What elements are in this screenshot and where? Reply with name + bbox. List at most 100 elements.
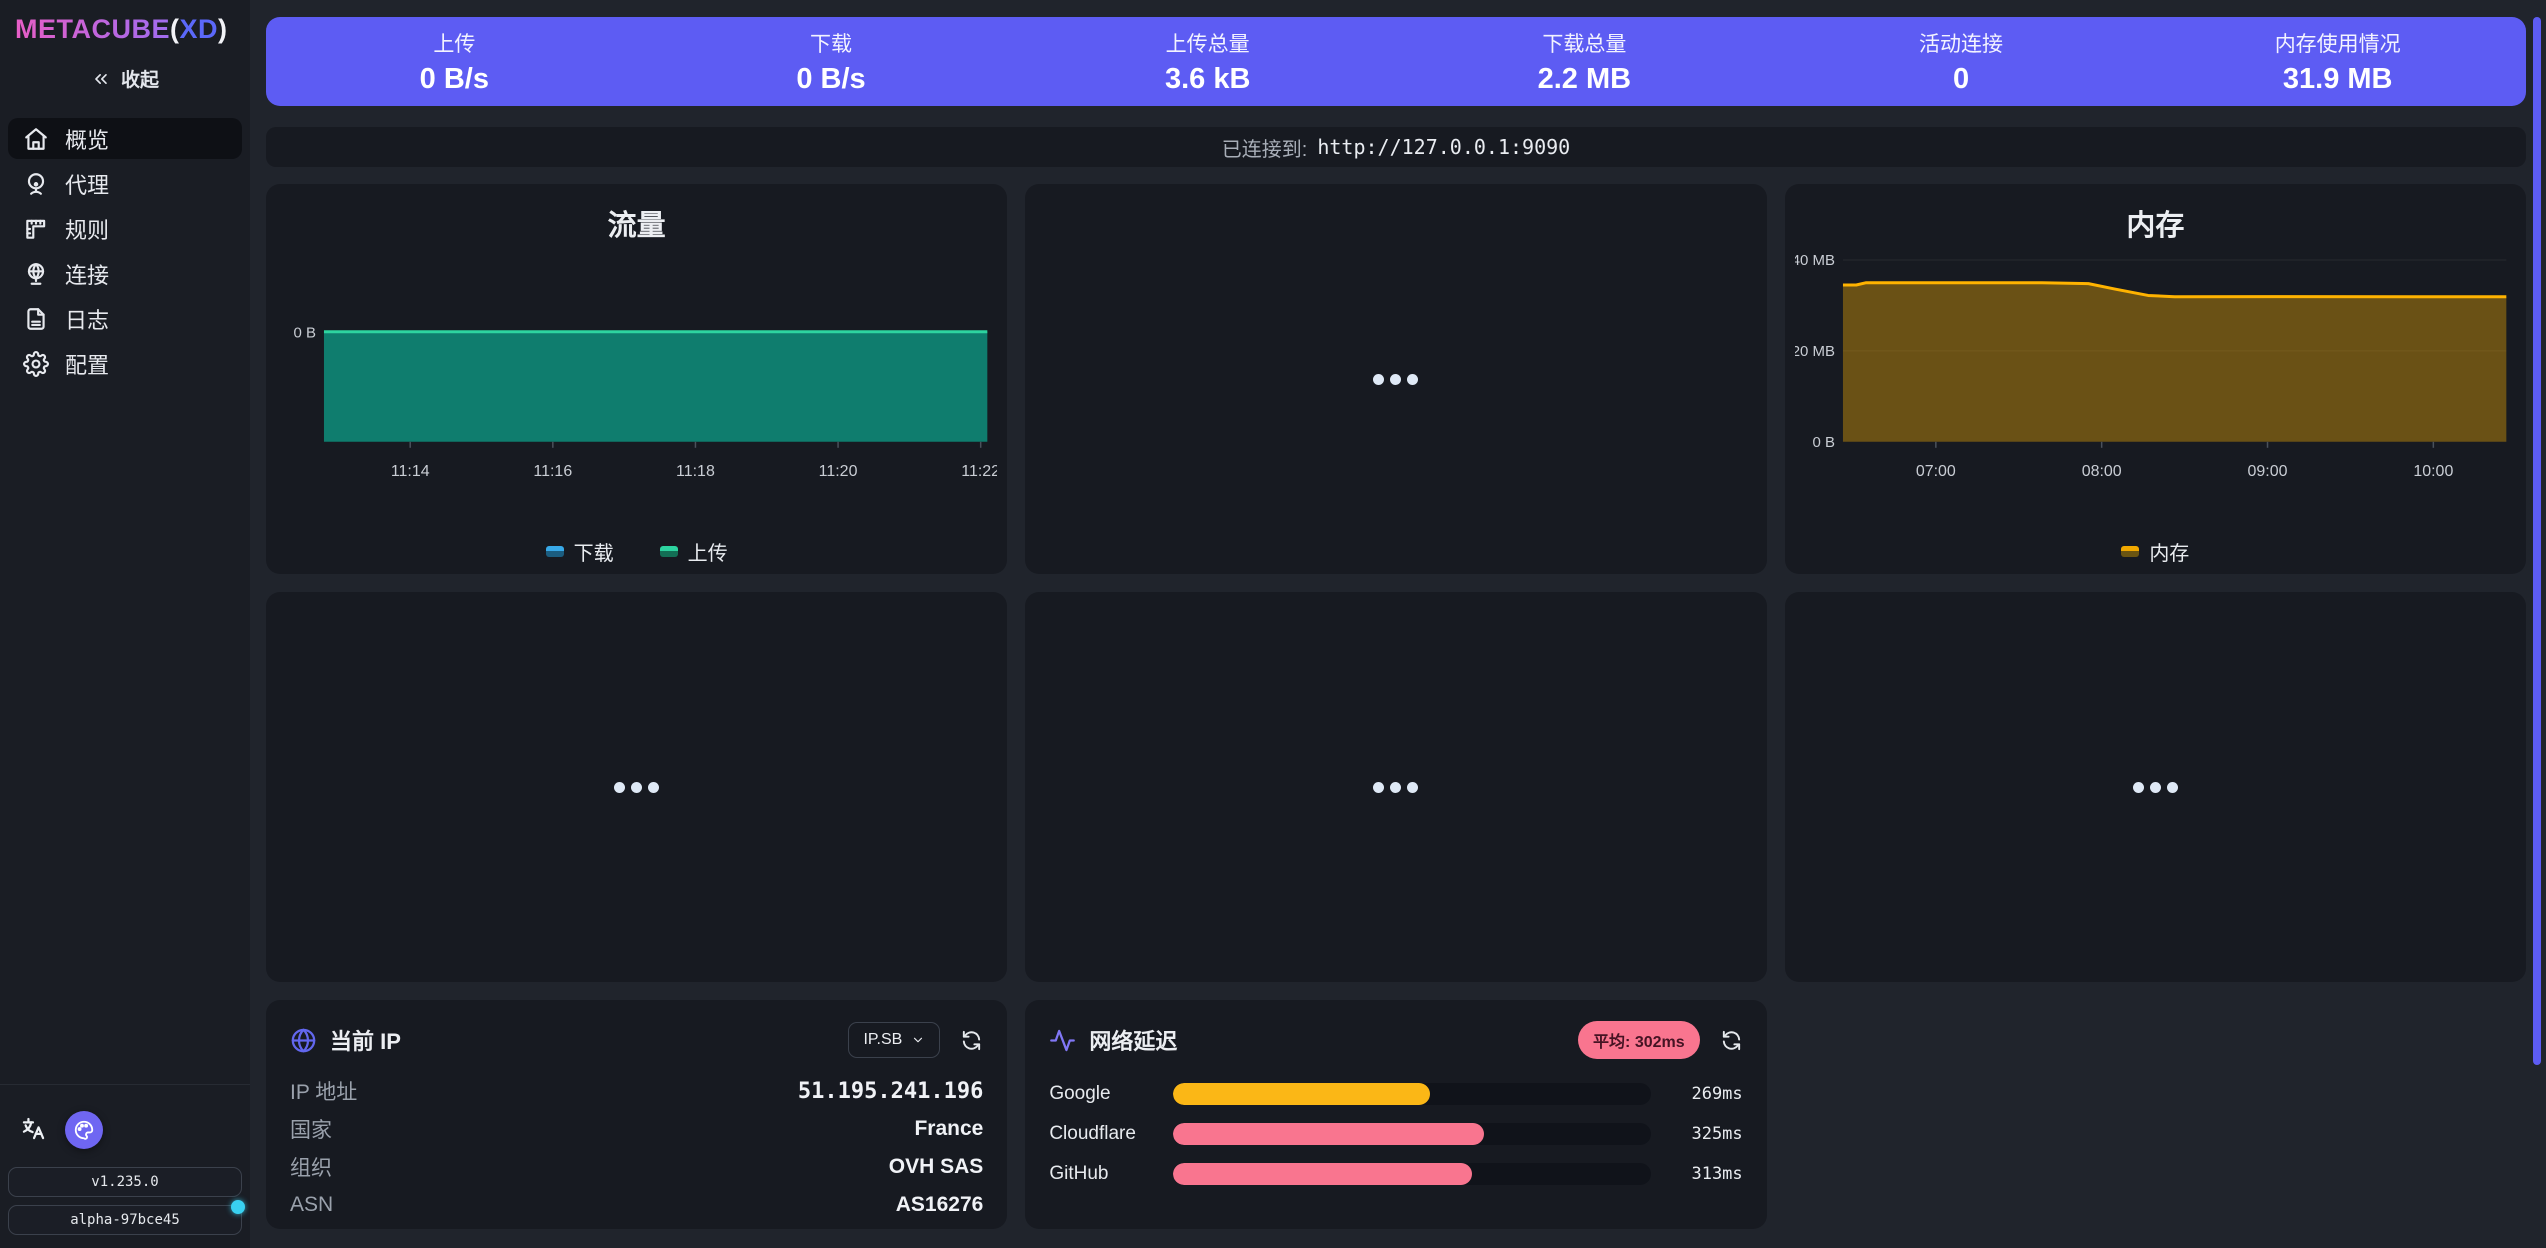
footer-divider [0,1084,250,1085]
legend-swatch-icon [659,545,678,557]
loading-dots-icon [2132,781,2178,793]
sidebar-footer: v1.235.0 alpha-97bce45 [0,1084,250,1248]
app-logo: METACUBE(XD) [0,14,250,45]
stat-label: 内存使用情况 [2274,32,2401,56]
row-label: IP 地址 [290,1081,358,1104]
latency-row-google: Google 269ms [1049,1074,1743,1114]
collapse-label: 收起 [120,70,159,91]
stat-label: 上传总量 [1165,32,1250,56]
svg-text:11:22: 11:22 [961,463,997,480]
svg-text:0 B: 0 B [1812,434,1834,451]
traffic-chart-title: 流量 [607,210,666,242]
latency-value: 313ms [1691,1164,1743,1184]
svg-text:11:16: 11:16 [533,463,572,480]
theme-switch-button[interactable] [65,1111,103,1149]
language-switch-button[interactable] [20,1115,47,1145]
globe-stand-icon [27,172,45,195]
network-latency-card: 网络延迟 平均: 302ms Google 269ms Cloudflare [1025,1000,1767,1229]
stat-memory-usage: 内存使用情况 31.9 MB [2149,28,2526,96]
logo-accent-text: XD [179,14,219,44]
legend-label: 上传 [687,542,728,565]
latency-target: GitHub [1049,1163,1109,1184]
ip-source-select[interactable]: IP.SB [848,1022,941,1058]
stat-label: 上传 [433,32,476,56]
svg-text:09:00: 09:00 [2247,463,2287,480]
svg-text:11:18: 11:18 [676,463,715,480]
latency-bar-fill [1173,1123,1484,1145]
sidebar-item-label: 规则 [65,217,110,243]
legend-label: 下载 [573,542,614,565]
memory-chart-title: 内存 [2126,210,2185,242]
sidebar-item-label: 代理 [65,172,110,198]
palette-icon [74,1120,94,1140]
logo-paren-close: ) [218,14,228,44]
latency-target: Google [1049,1083,1111,1104]
ip-refresh-button[interactable] [960,1029,983,1052]
average-latency-badge: 平均: 302ms [1578,1021,1700,1059]
memory-chart-plot: 40 MB 20 MB 0 B 07:00 08:00 09:00 10:00 [1795,252,2506,480]
stat-label: 下载总量 [1542,32,1627,56]
chevron-down-icon [914,1037,923,1043]
asn-row: ASN AS16276 [290,1186,983,1224]
core-version-button[interactable]: alpha-97bce45 [8,1200,245,1235]
legend-label: 内存 [2149,542,2190,565]
sidebar-item-label: 概览 [65,127,110,153]
sidebar-item-label: 日志 [65,307,110,333]
svg-text:40 MB: 40 MB [1795,252,1835,269]
legend-item[interactable]: 内存 [2121,537,2189,566]
refresh-icon [963,1030,981,1050]
legend-item[interactable]: 下载 [545,537,614,566]
latency-value: 325ms [1691,1124,1743,1144]
stat-active-connections: 活动连接 0 [1773,28,2150,96]
logo-brand-text: METACUBE [15,14,170,44]
svg-text:20 MB: 20 MB [1795,343,1835,360]
sidebar-item-config[interactable]: 配置 [8,343,242,384]
traffic-chart-plot: 0 B 11:14 11:16 11:18 11:20 11:22 [294,325,998,480]
home-icon [25,127,47,150]
loading-dots-icon [614,781,660,793]
sidebar-item-connections[interactable]: 连接 [8,253,242,294]
connection-status-label: 已连接到: [1221,138,1308,161]
latency-target: Cloudflare [1049,1123,1136,1144]
latency-bar-fill [1173,1083,1431,1105]
latency-row-github: GitHub 313ms [1049,1154,1743,1194]
scrollbar-thumb[interactable] [2533,17,2541,1065]
latency-bar-track [1173,1123,1651,1145]
memory-chart-card: 内存 40 MB 20 MB 0 B 07:00 08:00 09:00 10:00 内存 [1784,184,2526,574]
organization-row: 组织 OVH SAS [290,1148,983,1186]
latency-bar-track [1173,1083,1651,1105]
collapse-sidebar-button[interactable]: 收起 [91,65,159,92]
country-row: 国家 France [290,1110,983,1148]
stats-bar: 上传 0 B/s 下载 0 B/s 上传总量 3.6 kB 下载总量 2.2 M… [266,17,2526,106]
stat-value: 0 [1952,62,1970,95]
connection-url: http://127.0.0.1:9090 [1317,135,1571,159]
memory-chart: 40 MB 20 MB 0 B 07:00 08:00 09:00 10:00 [1785,236,2526,528]
latency-value: 269ms [1691,1084,1743,1104]
ui-version-button[interactable]: v1.235.0 [8,1167,242,1197]
gear-icon [23,350,49,377]
stat-value: 3.6 kB [1164,62,1251,95]
latency-bar-fill [1173,1163,1473,1185]
sidebar-item-rules[interactable]: 规则 [8,208,242,249]
file-text-icon [27,307,45,330]
row-label: 国家 [290,1119,332,1142]
core-version-label: alpha-97bce45 [70,1212,180,1228]
connection-status: 已连接到: http://127.0.0.1:9090 [266,127,2526,167]
row-value: 51.195.241.196 [797,1078,984,1104]
row-value: France [914,1117,984,1140]
svg-text:10:00: 10:00 [2413,463,2453,480]
ruler-icon [26,219,46,239]
latency-refresh-button[interactable] [1720,1029,1743,1052]
sidebar-item-proxies[interactable]: 代理 [8,163,242,204]
sidebar-item-overview[interactable]: 概览 [8,118,242,159]
ip-card-title: 当前 IP [330,1029,401,1054]
legend-item[interactable]: 上传 [659,537,728,566]
sidebar-item-logs[interactable]: 日志 [8,298,242,339]
stat-upload-total: 上传总量 3.6 kB [1019,28,1396,96]
chevrons-left-icon [95,73,107,84]
stat-upload-speed: 上传 0 B/s [266,28,643,96]
stat-value: 31.9 MB [2282,62,2393,95]
latency-card-title: 网络延迟 [1089,1029,1178,1054]
loading-card-1 [1025,184,1767,574]
svg-text:07:00: 07:00 [1916,463,1956,480]
